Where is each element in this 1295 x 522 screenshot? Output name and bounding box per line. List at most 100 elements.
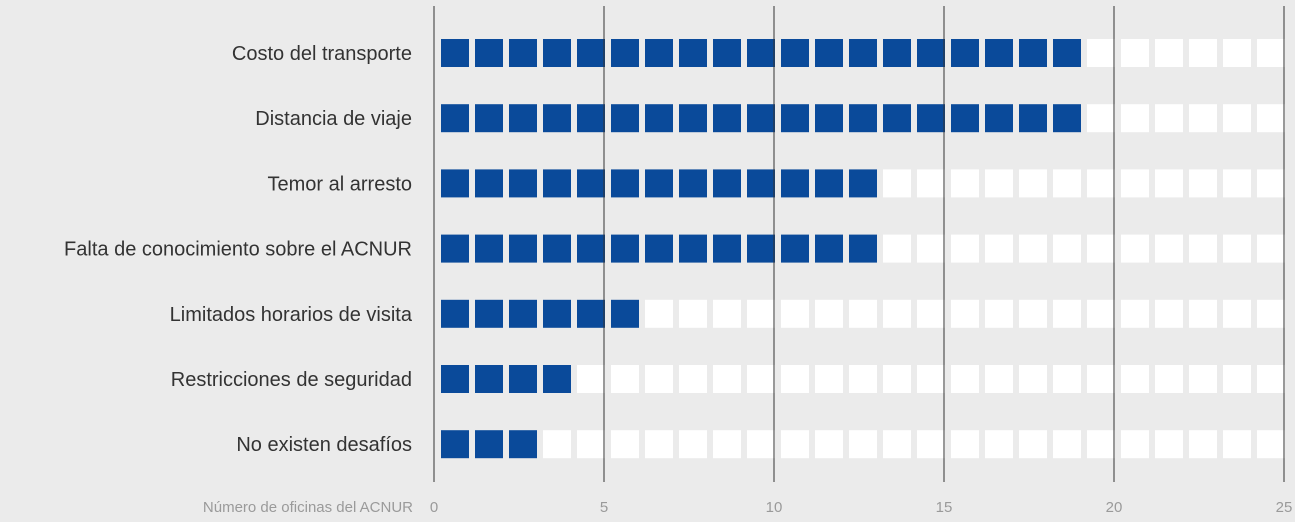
- unit-square-empty: [1189, 39, 1217, 67]
- unit-square-filled: [475, 104, 503, 133]
- unit-square-empty: [611, 430, 639, 459]
- unit-square-filled: [781, 234, 809, 263]
- unit-square-filled: [611, 234, 639, 263]
- unit-square-filled: [475, 169, 503, 198]
- unit-square-filled: [917, 39, 945, 67]
- unit-square-filled: [849, 104, 877, 133]
- unit-square-filled: [577, 234, 605, 263]
- unit-square-empty: [577, 430, 605, 459]
- unit-square-filled: [985, 39, 1013, 67]
- unit-square-filled: [679, 234, 707, 263]
- unit-square-empty: [713, 430, 741, 459]
- unit-square-filled: [441, 299, 469, 328]
- unit-square-empty: [1121, 430, 1149, 459]
- unit-square-filled: [577, 299, 605, 328]
- unit-square-filled: [951, 104, 979, 133]
- x-tick-label: 0: [430, 499, 438, 516]
- unit-square-filled: [781, 169, 809, 198]
- unit-square-filled: [475, 39, 503, 67]
- unit-square-filled: [611, 299, 639, 328]
- unit-square-filled: [1019, 104, 1047, 133]
- unit-square-empty: [1087, 39, 1115, 67]
- unit-square-empty: [1257, 365, 1285, 393]
- unit-square-filled: [713, 234, 741, 263]
- unit-square-empty: [1189, 104, 1217, 133]
- unit-square-filled: [509, 299, 537, 328]
- unit-square-empty: [1223, 430, 1251, 459]
- unit-square-empty: [1257, 430, 1285, 459]
- unit-square-filled: [1019, 39, 1047, 67]
- unit-square-empty: [1189, 234, 1217, 263]
- unit-square-filled: [475, 365, 503, 393]
- unit-square-empty: [1087, 430, 1115, 459]
- unit-square-empty: [1121, 299, 1149, 328]
- unit-square-filled: [509, 39, 537, 67]
- unit-square-empty: [883, 169, 911, 198]
- unit-square-empty: [1223, 104, 1251, 133]
- unit-square-empty: [1087, 365, 1115, 393]
- unit-square-empty: [611, 365, 639, 393]
- category-label: Falta de conocimiento sobre el ACNUR: [64, 239, 412, 261]
- category-label: Distancia de viaje: [255, 108, 412, 130]
- unit-square-empty: [1155, 299, 1183, 328]
- unit-square-empty: [1019, 430, 1047, 459]
- unit-square-empty: [883, 430, 911, 459]
- unit-square-empty: [1155, 430, 1183, 459]
- unit-square-empty: [815, 430, 843, 459]
- unit-square-filled: [747, 169, 775, 198]
- x-tick-label: 10: [766, 499, 783, 516]
- category-label: Limitados horarios de visita: [170, 304, 413, 326]
- unit-square-empty: [917, 169, 945, 198]
- unit-square-filled: [577, 169, 605, 198]
- x-axis-title: Número de oficinas del ACNUR: [203, 499, 413, 516]
- unit-square-empty: [1087, 169, 1115, 198]
- unit-square-empty: [713, 299, 741, 328]
- unit-square-empty: [1053, 430, 1081, 459]
- unit-square-filled: [509, 430, 537, 459]
- unit-square-filled: [645, 104, 673, 133]
- unit-square-filled: [1053, 104, 1081, 133]
- unit-square-empty: [1121, 39, 1149, 67]
- unit-square-empty: [713, 365, 741, 393]
- unit-square-filled: [713, 39, 741, 67]
- unit-square-empty: [883, 299, 911, 328]
- unit-square-empty: [1019, 234, 1047, 263]
- unit-square-filled: [611, 39, 639, 67]
- unit-square-empty: [1053, 169, 1081, 198]
- unit-square-empty: [1189, 169, 1217, 198]
- unit-square-empty: [1121, 104, 1149, 133]
- unit-square-empty: [1155, 169, 1183, 198]
- unit-square-filled: [747, 39, 775, 67]
- unit-square-empty: [883, 365, 911, 393]
- unit-square-empty: [951, 169, 979, 198]
- x-tick-label: 25: [1276, 499, 1293, 516]
- unit-square-filled: [917, 104, 945, 133]
- unit-square-empty: [679, 365, 707, 393]
- unit-square-filled: [577, 39, 605, 67]
- unit-square-filled: [1053, 39, 1081, 67]
- category-label: Restricciones de seguridad: [171, 369, 412, 391]
- unit-square-empty: [1189, 299, 1217, 328]
- unit-square-empty: [781, 365, 809, 393]
- unit-square-empty: [1019, 169, 1047, 198]
- category-label: No existen desafíos: [236, 434, 412, 456]
- unit-square-filled: [747, 104, 775, 133]
- unit-square-empty: [1087, 234, 1115, 263]
- unit-square-filled: [781, 104, 809, 133]
- unit-square-filled: [883, 39, 911, 67]
- unit-square-empty: [849, 299, 877, 328]
- unit-square-empty: [679, 299, 707, 328]
- unit-square-empty: [1121, 234, 1149, 263]
- unit-square-filled: [577, 104, 605, 133]
- unit-square-filled: [543, 39, 571, 67]
- unit-square-filled: [849, 169, 877, 198]
- unit-square-empty: [1257, 104, 1285, 133]
- unit-square-filled: [645, 169, 673, 198]
- unit-square-empty: [645, 299, 673, 328]
- unit-square-filled: [475, 430, 503, 459]
- category-label: Temor al arresto: [268, 173, 413, 195]
- unit-square-filled: [713, 169, 741, 198]
- unit-square-empty: [917, 430, 945, 459]
- unit-square-filled: [815, 234, 843, 263]
